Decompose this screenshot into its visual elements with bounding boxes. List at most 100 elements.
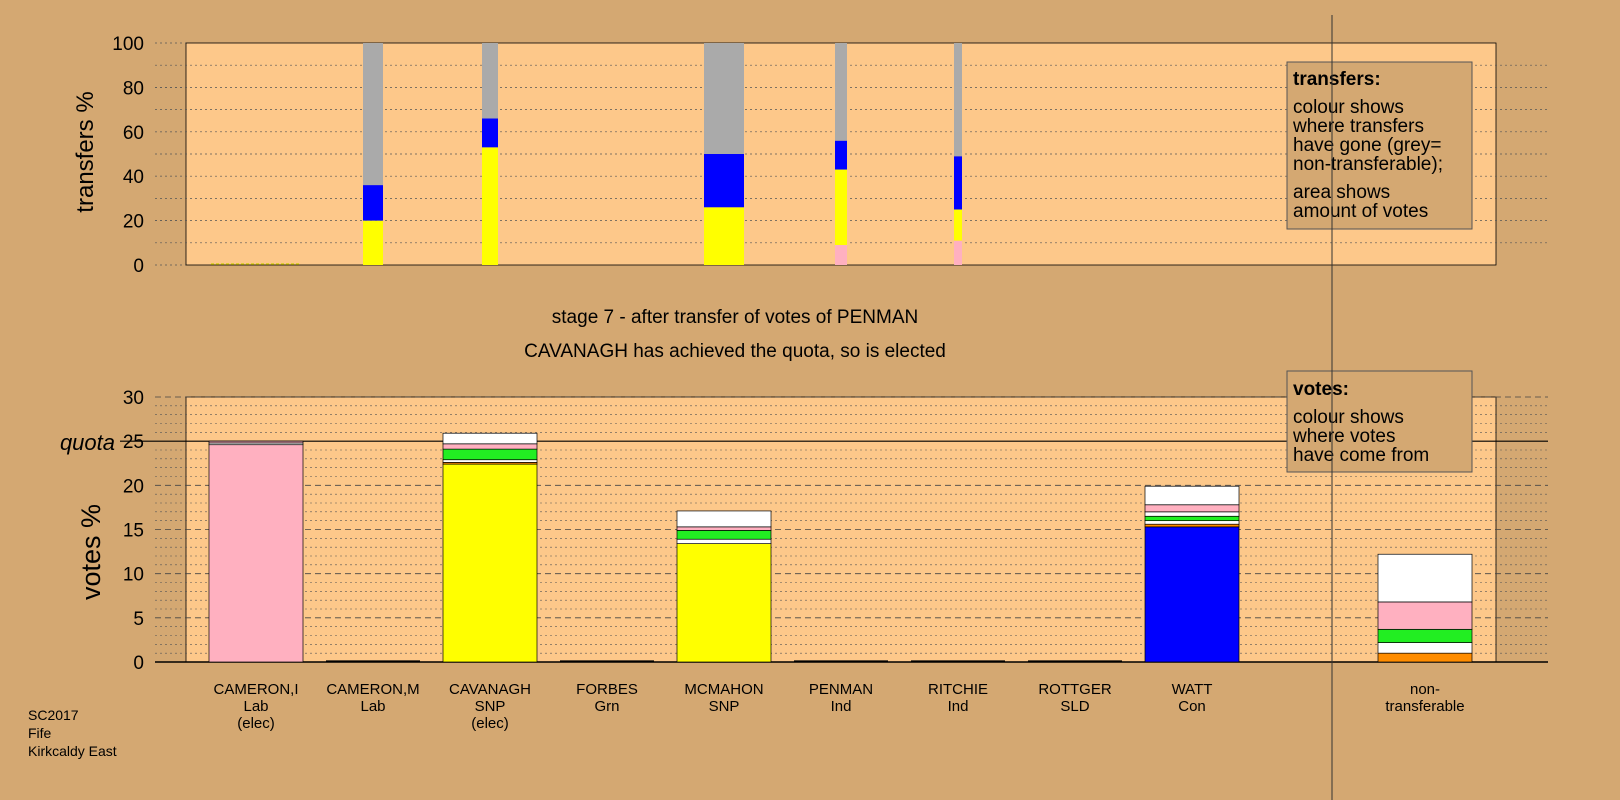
votes-category-label: MCMAHON [684,681,763,698]
transfers-legend-title: transfers: [1293,69,1381,90]
votes-bar-segment [1144,526,1240,663]
transfers-bar-segment [835,43,847,141]
votes-legend-title: votes: [1293,379,1349,400]
transfers-y-tick-label: 100 [112,34,144,55]
votes-y-tick-label: 15 [123,521,144,542]
votes-bar-segment [208,444,304,663]
transfers-bar-segment [954,43,962,157]
votes-category-label: SLD [1060,698,1089,715]
votes-bar-segment [676,530,772,540]
votes-bar-segment [1377,553,1473,603]
votes-bar-segment [1144,504,1240,513]
votes-bar-segment [442,463,538,663]
votes-bar-segment [442,432,538,445]
votes-category-label: SNP [475,698,506,715]
votes-y-axis-label: votes % [76,504,106,600]
transfers-legend-line: area shows [1293,182,1390,203]
votes-legend-line: colour shows [1293,407,1404,428]
votes-category-label: PENMAN [809,681,873,698]
transfers-y-tick-label: 40 [123,167,144,188]
transfers-legend: transfers: colour shows where transfers … [1286,61,1473,230]
votes-category-label: RITCHIE [928,681,988,698]
votes-bar-segment [442,448,538,461]
transfers-legend-line: where transfers [1292,116,1424,137]
transfers-bar-segment [482,118,498,148]
votes-bar-segment [442,459,538,463]
transfers-y-axis-label: transfers % [72,91,99,212]
votes-bar-segment [1144,485,1240,506]
transfers-y-tick-label: 80 [123,78,144,99]
votes-bar-segment [676,543,772,663]
votes-category-label: (elec) [237,715,275,732]
votes-bar-segment [1144,515,1240,522]
transfers-bar-segment [482,147,498,265]
transfers-y-tick-label: 0 [133,256,144,277]
transfers-bar-segment [835,169,847,246]
votes-category-label: (elec) [471,715,509,732]
votes-y-tick-label: 25 [123,432,144,453]
transfers-bar-segment [704,43,744,154]
transfers-bar-segment [954,240,962,265]
transfers-y-tick-label: 20 [123,212,144,233]
transfers-legend-line: colour shows [1293,97,1404,118]
transfers-bar-segment [363,220,383,265]
quota-label: quota [60,430,115,455]
votes-bar-segment [1377,601,1473,630]
votes-category-label: CAMERON,M [326,681,419,698]
votes-y-tick-label: 5 [133,609,144,630]
transfers-bar-segment [954,209,962,241]
votes-bar-segment [1144,511,1240,517]
votes-category-label: Con [1178,698,1206,715]
transfers-bar-segment [835,245,847,265]
votes-legend-line: have come from [1293,445,1429,466]
votes-bar-segment [676,510,772,528]
votes-category-label: CAVANAGH [449,681,531,698]
votes-category-label: FORBES [576,681,638,698]
votes-bar-segment [1377,628,1473,643]
transfers-bar-segment [704,207,744,265]
votes-legend-line: where votes [1292,426,1395,447]
votes-category-label: ROTTGER [1038,681,1111,698]
votes-bar-segment [676,526,772,531]
votes-category-label: Grn [594,698,619,715]
votes-category-label: WATT [1172,681,1213,698]
votes-category-label: Lab [360,698,385,715]
footer-election: SC2017 [28,707,79,723]
votes-bar-segment [1377,642,1473,654]
votes-category-label: Ind [948,698,969,715]
votes-category-label: non- [1410,681,1440,698]
votes-category-label: SNP [709,698,740,715]
votes-bar-segment [1144,520,1240,525]
votes-category-label: Lab [243,698,268,715]
transfers-bar-segment [363,43,383,186]
votes-category-label: Ind [831,698,852,715]
transfers-y-tick-label: 60 [123,123,144,144]
transfers-legend-line: non-transferable); [1293,154,1443,175]
footer-council: Fife [28,725,52,741]
transfers-chart: 0 20 40 60 80 100 transfers % [72,34,1548,277]
stage-title: stage 7 - after transfer of votes of PEN… [552,307,918,328]
transfers-bar-segment [363,185,383,221]
votes-y-tick-label: 20 [123,476,144,497]
votes-category-label: CAMERON,I [213,681,298,698]
transfers-legend-line: amount of votes [1293,201,1428,222]
votes-y-tick-label: 10 [123,565,144,586]
votes-legend: votes: colour shows where votes have com… [1286,370,1473,473]
transfers-bar-segment [482,43,498,119]
votes-y-tick-label: 30 [123,388,144,409]
votes-bar-segment [676,538,772,544]
transfers-bar-segment [835,140,847,170]
transfers-bar-segment [704,154,744,208]
votes-bar-segment [442,443,538,450]
votes-bar-segment [1377,652,1473,663]
footer-ward: Kirkcaldy East [28,743,117,759]
transfers-bar-segment [954,156,962,210]
votes-bar-segment [208,440,304,444]
transfers-legend-line: have gone (grey= [1293,135,1441,156]
elected-title: CAVANAGH has achieved the quota, so is e… [524,341,946,362]
votes-y-tick-label: 0 [133,653,144,674]
votes-category-label: transferable [1385,698,1464,715]
votes-bar-segment [1144,523,1240,528]
